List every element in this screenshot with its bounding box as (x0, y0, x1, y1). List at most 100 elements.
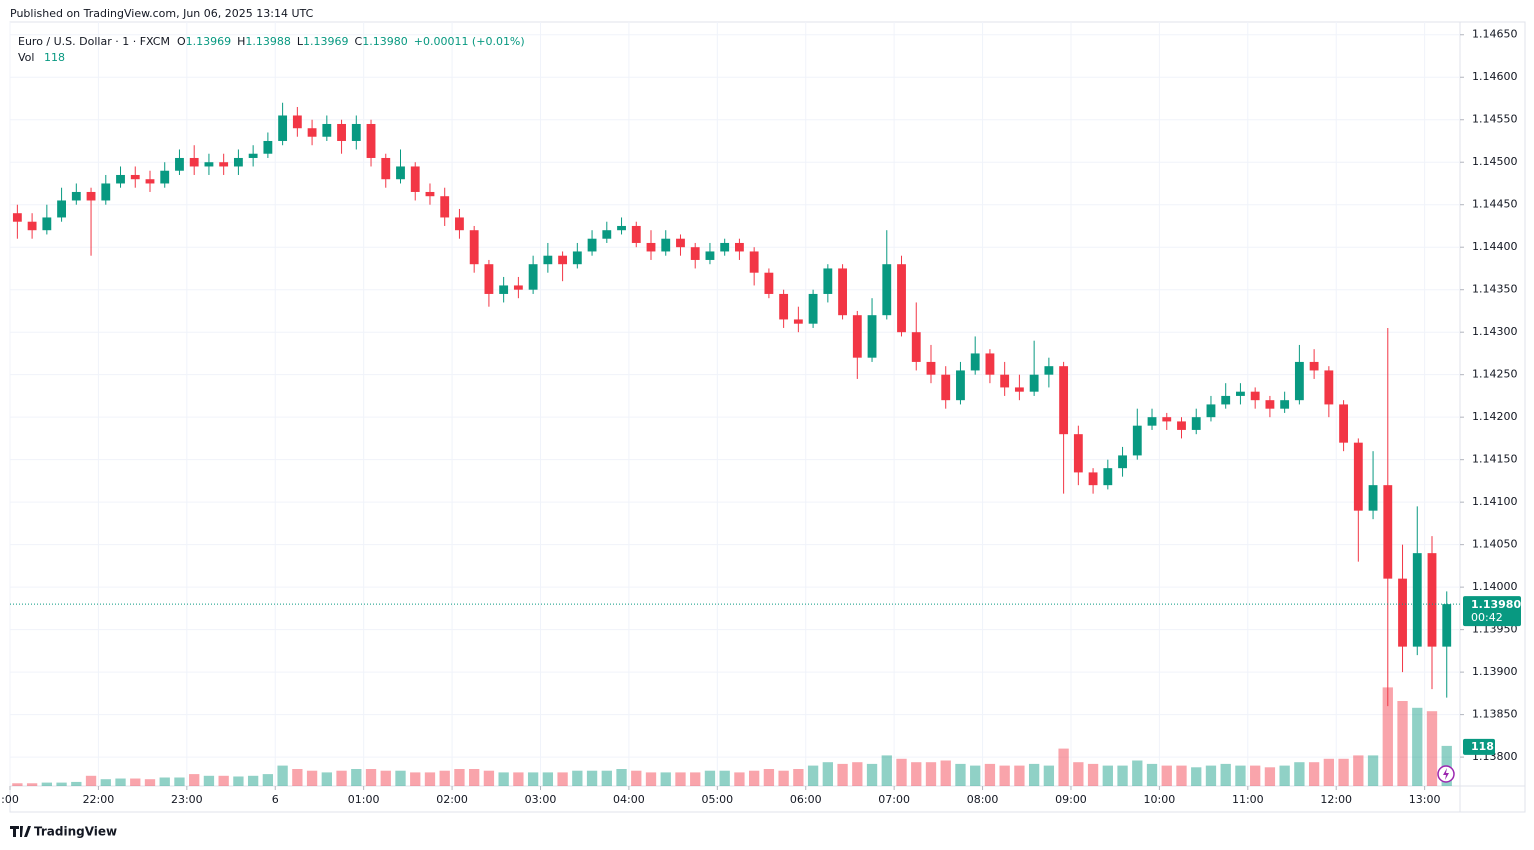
volume-bar (277, 765, 288, 786)
published-note: Published on TradingView.com, Jun 06, 20… (10, 7, 314, 20)
y-tick-label: 1.14650 (1472, 28, 1518, 41)
candle-body (1177, 421, 1186, 430)
y-tick-label: 1.14400 (1472, 240, 1518, 253)
candle-body (1383, 485, 1393, 579)
candle-body (1280, 400, 1290, 409)
candle-body (690, 247, 700, 260)
volume-bar (56, 782, 67, 786)
candle-body (970, 353, 980, 371)
candle-body (204, 162, 214, 167)
x-tick-label: 22:00 (83, 793, 115, 806)
volume-bar (1161, 765, 1172, 786)
candle-body (720, 242, 730, 252)
volume-bar (690, 772, 701, 786)
ohlc-value: 1.13980 (362, 35, 408, 48)
ohlc-key: L (297, 35, 304, 48)
candle-body (764, 272, 774, 294)
x-tick-label: 08:00 (967, 793, 999, 806)
candle-body (867, 315, 877, 358)
volume-bar (852, 762, 863, 786)
candle-body (1236, 391, 1245, 396)
candle-body (852, 315, 862, 358)
volume-bar (940, 760, 951, 786)
candle-body (101, 183, 111, 201)
candle-body (145, 179, 155, 184)
volume-bar (1102, 765, 1113, 786)
volume-bar (704, 770, 716, 786)
x-tick-label: 04:00 (613, 793, 645, 806)
candle-body (572, 251, 582, 265)
candle-body (646, 242, 656, 252)
y-tick-label: 1.14050 (1472, 538, 1518, 551)
candle-body (617, 225, 626, 231)
volume-bar (395, 770, 406, 786)
volume-bar (881, 755, 892, 786)
candle-body (455, 217, 464, 231)
volume-bar (1028, 763, 1040, 786)
y-tick-label: 1.14250 (1472, 368, 1518, 381)
flash-icon[interactable] (1437, 765, 1455, 783)
candle-body (1294, 361, 1304, 401)
volume-bar (1014, 765, 1025, 786)
x-tick-label: 03:00 (525, 793, 557, 806)
candle-body (1014, 387, 1024, 392)
volume-bar (527, 772, 539, 786)
volume-bar (424, 772, 436, 786)
volume-bar (631, 770, 642, 786)
candle-body (1442, 604, 1452, 647)
volume-bar (439, 770, 450, 786)
candle-body (1000, 374, 1010, 388)
volume-bar (793, 769, 804, 786)
volume-bar (1220, 763, 1231, 786)
volume-bar (586, 770, 598, 786)
candle-body (528, 264, 538, 290)
change: +0.00011 (+0.01%) (414, 35, 525, 48)
volume-bar (542, 772, 554, 786)
x-tick-label: 10:00 (1144, 793, 1176, 806)
countdown: 00:42 (1471, 611, 1503, 624)
last-price-badge (1463, 596, 1521, 627)
candle-body (219, 162, 229, 167)
volume-bar (351, 769, 362, 786)
volume-bar (1176, 765, 1187, 786)
volume-bar (71, 781, 82, 786)
candle-body (499, 285, 509, 294)
candle-body (1221, 395, 1231, 405)
volume-bar (85, 775, 97, 786)
candle-body (838, 268, 847, 316)
candle-body (351, 123, 361, 141)
volume-bar (513, 772, 524, 786)
candle-body (1412, 553, 1422, 647)
volume-bar (218, 775, 229, 786)
volume-bar (410, 772, 421, 786)
volume-bar (970, 765, 981, 786)
x-tick-label: :00 (1, 793, 19, 806)
volume-bar (748, 770, 760, 786)
legend-line: Euro / U.S. Dollar · 1 · FXCM O1.13969 H1.… (18, 35, 525, 48)
volume-bar (1132, 760, 1143, 786)
candle-body (911, 332, 921, 362)
volume-bar (1191, 767, 1202, 786)
volume-bar (174, 777, 185, 786)
volume-badge-label: 118 (1471, 740, 1494, 753)
volume-legend: Vol 118 (18, 51, 65, 64)
candle-body (808, 293, 818, 324)
volume-bar (1426, 711, 1438, 786)
x-tick-label: 01:00 (348, 793, 380, 806)
candle-body (1324, 370, 1334, 405)
volume-bar (189, 774, 200, 786)
volume-bar (144, 779, 156, 786)
candle-body (661, 238, 671, 252)
y-tick-label: 1.14500 (1472, 155, 1518, 168)
x-tick-label: 06:00 (790, 793, 822, 806)
symbol: Euro / U.S. Dollar · 1 · FXCM (18, 35, 170, 48)
candle-body (1147, 417, 1157, 426)
candle-body (793, 319, 803, 324)
candle-body (513, 285, 523, 290)
volume-bar (233, 776, 244, 786)
volume-bar (454, 769, 465, 786)
candle-body (307, 128, 317, 137)
y-tick-label: 1.14300 (1472, 325, 1518, 338)
candle-body (1339, 404, 1349, 443)
x-tick-label: 05:00 (701, 793, 733, 806)
